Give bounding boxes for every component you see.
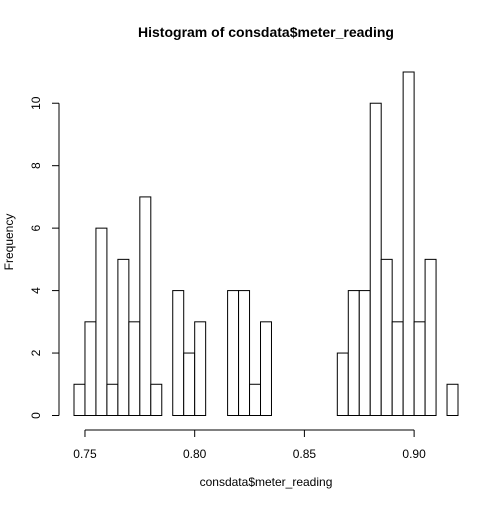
y-tick-label: 6 — [29, 224, 43, 231]
histogram-bar — [260, 321, 272, 417]
histogram-bar — [227, 290, 240, 416]
histogram-bar — [183, 352, 196, 416]
x-axis-label: consdata$meter_reading — [200, 475, 333, 489]
histogram-bar — [358, 290, 371, 416]
histogram-bar — [73, 383, 86, 416]
x-axis: 0.75 0.80 0.85 0.90 — [73, 429, 426, 461]
y-tick-label: 8 — [29, 162, 43, 169]
histogram-bar — [238, 290, 251, 416]
y-tick-label: 2 — [29, 349, 43, 356]
histogram-bar — [128, 321, 141, 417]
y-tick-label: 10 — [29, 96, 43, 110]
histogram-bar — [424, 258, 437, 416]
histogram-bar — [336, 352, 349, 416]
histogram-bar — [413, 321, 426, 417]
histogram-bar — [106, 383, 119, 416]
histogram-bar — [347, 290, 360, 416]
histogram-bar — [391, 321, 404, 417]
histogram-bar — [194, 321, 207, 417]
histogram-bar — [95, 227, 108, 416]
histogram-bar — [369, 102, 382, 416]
y-axis-label: Frequency — [2, 214, 16, 271]
x-tick-label: 0.85 — [293, 447, 317, 461]
x-tick-label: 0.80 — [183, 447, 207, 461]
histogram-bar — [446, 383, 459, 416]
y-tick-label: 0 — [29, 412, 43, 419]
histogram-bar — [249, 383, 262, 416]
chart-title: Histogram of consdata$meter_reading — [138, 24, 394, 40]
histogram-bar — [380, 258, 393, 416]
bars-group — [73, 71, 459, 417]
x-tick-label: 0.75 — [73, 447, 97, 461]
histogram-bar — [150, 383, 163, 416]
histogram-bar — [172, 290, 185, 416]
histogram-bar — [139, 196, 152, 416]
histogram-bar — [402, 71, 415, 416]
histogram-bar — [84, 321, 97, 417]
histogram-bar — [117, 258, 130, 416]
y-axis: 0 2 4 6 8 10 — [29, 96, 60, 419]
y-tick-label: 4 — [29, 287, 43, 294]
x-tick-label: 0.90 — [402, 447, 426, 461]
